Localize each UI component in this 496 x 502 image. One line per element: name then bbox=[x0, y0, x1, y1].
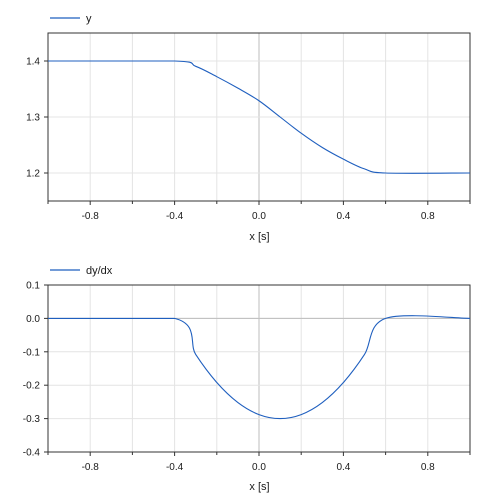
y-tick-label: 0.0 bbox=[26, 314, 40, 325]
legend-label: dy/dx bbox=[86, 265, 113, 277]
x-axis-title: x [s] bbox=[249, 481, 269, 493]
x-tick-label: 0.4 bbox=[336, 462, 350, 473]
legend-label: y bbox=[86, 13, 92, 25]
series-line-1-1 bbox=[48, 60, 471, 174]
chart-1: -0.8 -0.4 0.0 0.4 0.8 1.2 1.3 1.4 x [s] y bbox=[26, 13, 471, 243]
y-tick-label: 1.2 bbox=[26, 169, 40, 180]
y-tick-label: -0.3 bbox=[23, 414, 41, 425]
x-tick-label: -0.4 bbox=[166, 462, 184, 473]
y-tick-label: 1.3 bbox=[26, 113, 40, 124]
chart-2: -0.8 -0.4 0.0 0.4 0.8 -0.4 -0.3 -0.2 -0.1 0.0 0.1 x… bbox=[23, 265, 471, 493]
y-tick-label: -0.1 bbox=[23, 347, 41, 358]
y-tick-label: 0.1 bbox=[26, 281, 40, 292]
x-axis-title: x [s] bbox=[249, 231, 269, 243]
x-tick-label: 0.0 bbox=[252, 211, 266, 222]
x-tick-label: 0.8 bbox=[421, 462, 435, 473]
y-tick-label: -0.2 bbox=[23, 381, 41, 392]
x-tick-label: -0.8 bbox=[82, 462, 100, 473]
x-tick-label: 0.4 bbox=[336, 211, 350, 222]
series-line-2-1 bbox=[48, 315, 471, 420]
y-tick-label: -0.4 bbox=[23, 448, 41, 459]
x-tick-label: 0.0 bbox=[252, 462, 266, 473]
y-tick-label: 1.4 bbox=[26, 57, 40, 68]
x-tick-label: 0.8 bbox=[421, 211, 435, 222]
x-tick-label: -0.4 bbox=[166, 211, 184, 222]
x-tick-label: -0.8 bbox=[82, 211, 100, 222]
